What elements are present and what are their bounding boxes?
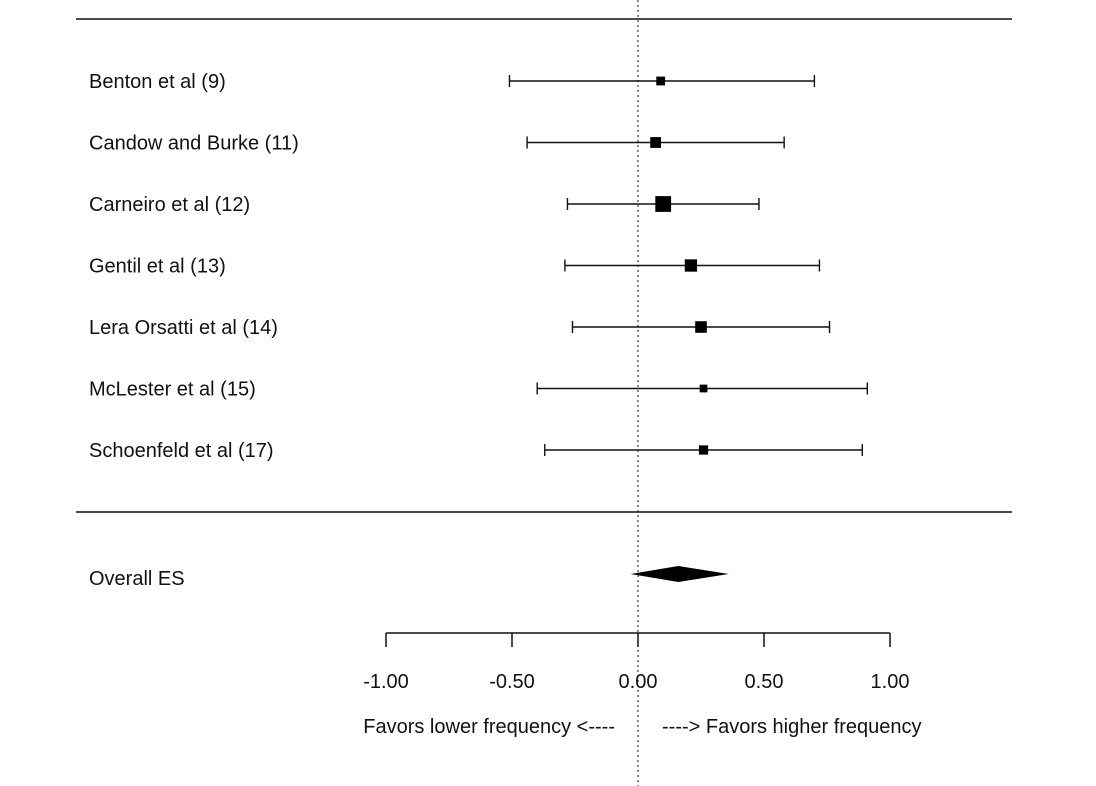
- effect-size-marker: [695, 321, 707, 333]
- favors-left-label: Favors lower frequency <----: [363, 716, 615, 738]
- effect-size-marker: [699, 384, 708, 393]
- effect-size-marker: [650, 137, 662, 148]
- x-tick-label: -1.00: [363, 671, 409, 693]
- study-label: Candow and Burke (11): [89, 133, 299, 155]
- study-label: McLester et al (15): [89, 379, 256, 401]
- effect-size-marker: [655, 196, 672, 212]
- study-row: Schoenfeld et al (17): [89, 440, 863, 462]
- x-axis: -1.00 -0.50 0.00 0.50 1.00: [363, 632, 910, 693]
- study-label: Carneiro et al (12): [89, 194, 250, 216]
- effect-size-marker: [656, 76, 666, 86]
- study-row: Candow and Burke (11): [89, 133, 785, 155]
- study-rows: Benton et al (9) Candow and Burke (11) Car…: [89, 71, 869, 462]
- effect-size-marker: [684, 259, 698, 272]
- favors-right-label: ----> Favors higher frequency: [662, 716, 922, 738]
- x-tick-label: 0.00: [619, 671, 658, 693]
- study-row: Gentil et al (13): [89, 256, 821, 278]
- x-tick-label: 1.00: [871, 671, 910, 693]
- study-row: Benton et al (9): [89, 71, 816, 93]
- study-label: Lera Orsatti et al (14): [89, 317, 278, 339]
- x-tick-label: 0.50: [745, 671, 784, 693]
- effect-size-marker: [698, 445, 709, 455]
- x-tick-label: -0.50: [489, 671, 535, 693]
- study-label: Gentil et al (13): [89, 256, 226, 278]
- study-row: McLester et al (15): [89, 379, 869, 401]
- study-row: Carneiro et al (12): [89, 194, 760, 216]
- study-label: Benton et al (9): [89, 71, 226, 93]
- overall-diamond: [630, 566, 729, 582]
- overall-row: Overall ES: [89, 566, 729, 590]
- study-label: Schoenfeld et al (17): [89, 440, 274, 462]
- overall-label: Overall ES: [89, 568, 185, 590]
- study-row: Lera Orsatti et al (14): [89, 317, 831, 339]
